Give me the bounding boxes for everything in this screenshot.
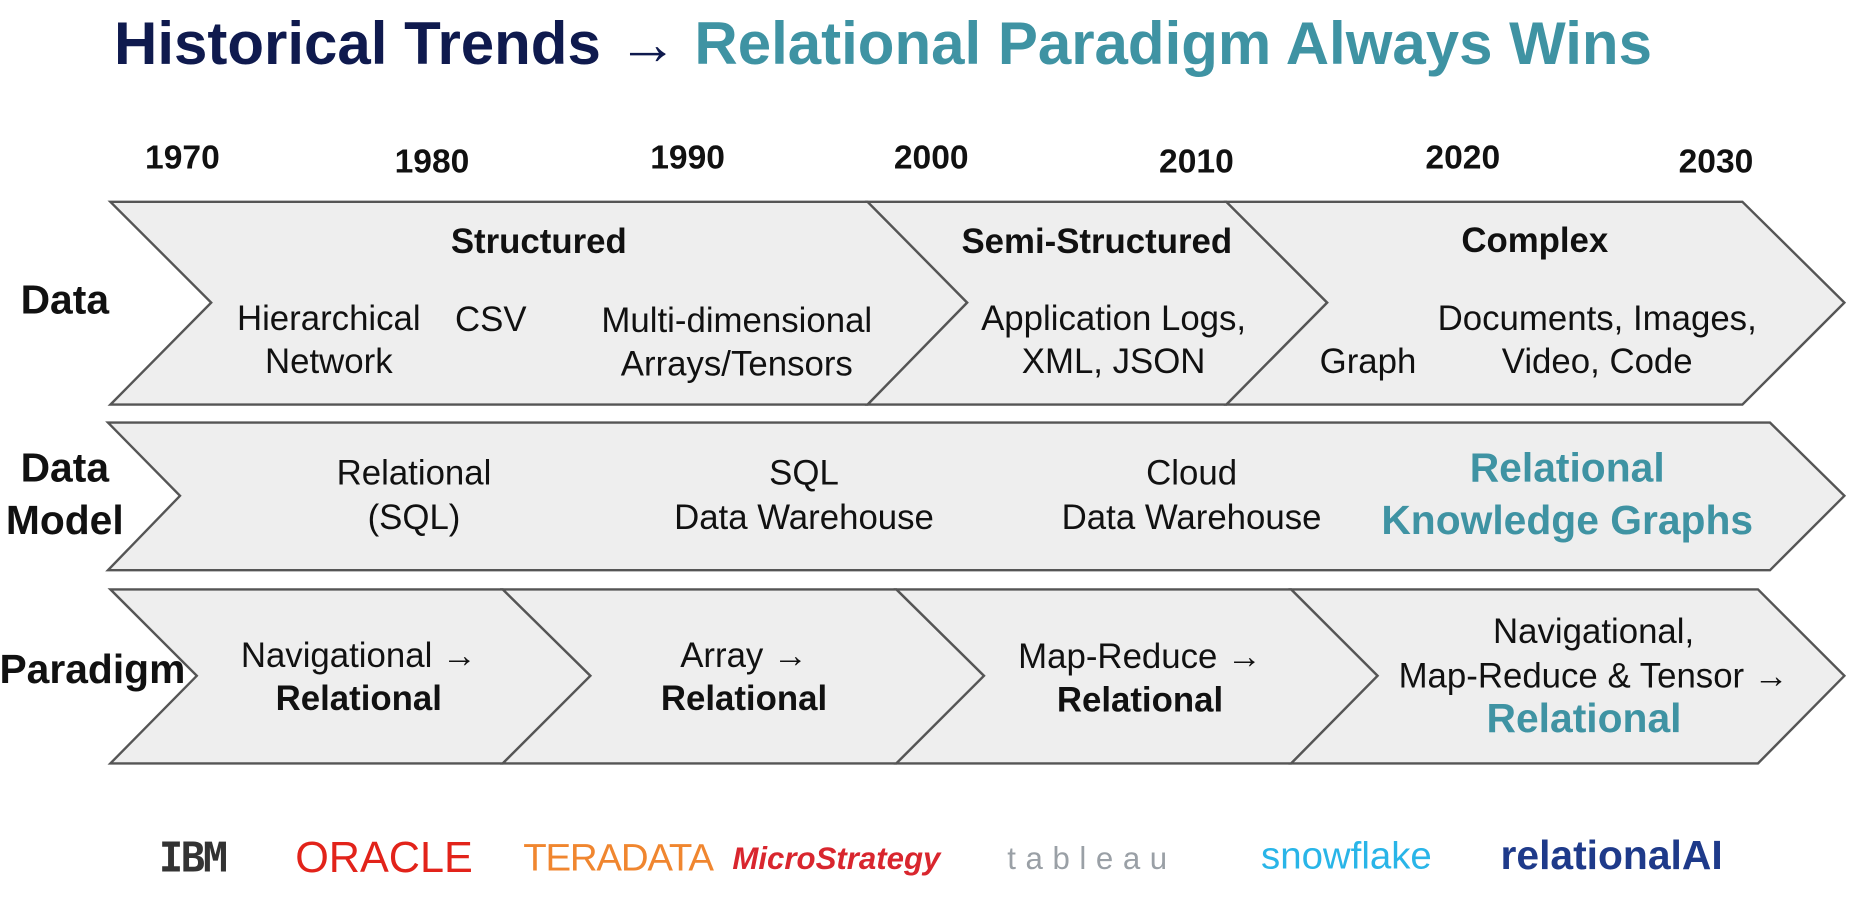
item: Map-Reduce & Tensor → <box>1399 656 1789 695</box>
chevron <box>105 421 1847 572</box>
item: Relational <box>1470 444 1665 490</box>
year: 2000 <box>894 140 969 177</box>
year: 1970 <box>145 140 220 177</box>
title: Historical Trends → Relational Paradigm Al… <box>114 10 1652 77</box>
item: Relational <box>1057 680 1223 719</box>
logo: ORACLE <box>295 834 473 882</box>
item: Documents, Images, <box>1438 299 1757 338</box>
item: Hierarchical <box>237 299 421 338</box>
row-label: Data <box>21 276 110 322</box>
item: Graph <box>1320 342 1417 381</box>
row-label: Model <box>6 497 124 543</box>
item: (SQL) <box>368 498 461 537</box>
chevron <box>1223 200 1847 406</box>
item: Arrays/Tensors <box>621 344 853 383</box>
item: Knowledge Graphs <box>1381 497 1753 543</box>
item: Application Logs, <box>981 299 1246 338</box>
item: Array → <box>680 636 808 675</box>
item: Multi-dimensional <box>601 301 872 340</box>
item: Video, Code <box>1502 342 1693 381</box>
year: 1990 <box>650 140 725 177</box>
title-part: Historical Trends <box>114 10 601 77</box>
item: Data Warehouse <box>674 498 934 537</box>
title-arrow: → <box>618 10 678 77</box>
stage-heading: Complex <box>1461 221 1609 260</box>
logo: MicroStrategy <box>732 841 942 876</box>
item: Map-Reduce → <box>1018 637 1262 676</box>
item: SQL <box>769 454 839 493</box>
title-part: Relational Paradigm Always Wins <box>694 10 1652 77</box>
year: 1980 <box>395 143 470 180</box>
logo: TERADATA <box>523 837 714 880</box>
item: Navigational, <box>1493 612 1694 651</box>
logo: snowflake <box>1261 834 1432 877</box>
item: Relational <box>337 454 492 493</box>
chevron <box>1288 588 1847 765</box>
item: CSV <box>455 300 527 339</box>
item: XML, JSON <box>1022 342 1206 381</box>
logo: tableau <box>1007 841 1177 876</box>
item: Navigational → <box>241 636 477 675</box>
item: Relational <box>1487 695 1682 741</box>
item: Cloud <box>1146 454 1237 493</box>
stage-heading: Semi-Structured <box>961 222 1232 261</box>
row-label: Data <box>21 444 110 490</box>
year: 2010 <box>1159 143 1234 180</box>
item: Relational <box>661 679 827 718</box>
year: 2020 <box>1425 140 1500 177</box>
row-label: Paradigm <box>0 646 185 692</box>
year: 2030 <box>1679 143 1754 180</box>
item: Data Warehouse <box>1062 498 1322 537</box>
stage-heading: Structured <box>451 222 627 261</box>
logo: relationalAI <box>1501 832 1723 878</box>
item: Relational <box>276 679 442 718</box>
item: Network <box>265 342 393 381</box>
logo: IBM <box>159 834 226 882</box>
